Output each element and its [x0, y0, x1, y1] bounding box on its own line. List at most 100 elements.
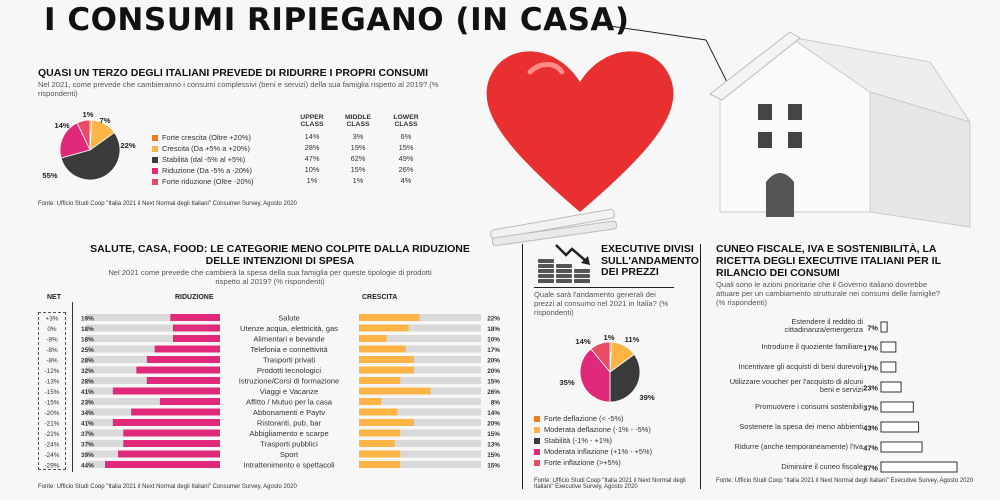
- section4-subtitle: Quali sono le azioni prioritarie che il …: [716, 280, 941, 308]
- legend-item: Forte riduzione (Oltre -20%): [152, 176, 297, 187]
- priority-bar: [880, 461, 958, 473]
- bar-track-right: [359, 345, 481, 353]
- net-value: -8%: [46, 337, 58, 344]
- col-header-crescita: CRESCITA: [362, 294, 398, 301]
- pie-value-label: 39%: [639, 393, 654, 402]
- priority-value: 7%: [867, 324, 878, 333]
- net-value: -21%: [45, 421, 60, 428]
- class-headers: UPPER CLASS MIDDLE CLASS LOWER CLASS: [290, 114, 430, 129]
- priority-label: Ridurre (anche temporaneamente) l'Iva: [734, 442, 863, 451]
- priority-value: 17%: [863, 364, 878, 373]
- category-label: Istruzione/Corsi di formazione: [239, 377, 339, 386]
- bar-crescita: [359, 408, 398, 416]
- crescita-value: 8%: [491, 400, 501, 407]
- legend-label: Moderata deflazione (-1% - -5%): [544, 425, 651, 434]
- coins-down-icon: [538, 244, 590, 283]
- class-header-lower: LOWER CLASS: [393, 114, 419, 129]
- separator-2: [700, 244, 701, 489]
- pie-slice: [579, 348, 611, 403]
- priority-label: Introdurre il quoziente familiare: [761, 342, 863, 351]
- pie-value-label: 1%: [604, 333, 615, 342]
- legend-swatch: [534, 459, 540, 466]
- pie-slice: [609, 353, 641, 403]
- category-label: Utenze acqua, elettricità, gas: [240, 324, 338, 333]
- class-table-cell: 4%: [400, 176, 412, 185]
- bar-crescita: [359, 356, 414, 363]
- class-table-cell: 3%: [352, 132, 364, 141]
- bar-track-right: [359, 356, 481, 363]
- legend-item: Stabilità (-1% - +1%): [534, 435, 699, 446]
- house-icon: [709, 32, 972, 228]
- net-value: -8%: [46, 358, 58, 365]
- bar-track-right: [359, 377, 481, 384]
- priority-bar: [880, 361, 897, 373]
- legend-label: Crescita (Da +5% a +20%): [162, 144, 250, 153]
- priority-bar: [880, 401, 914, 413]
- pie-value-label: 14%: [54, 121, 69, 130]
- riduzione-value: 18%: [81, 326, 94, 333]
- legend-swatch: [534, 426, 540, 433]
- pie-value-label: 14%: [575, 337, 590, 346]
- net-value: -15%: [45, 389, 60, 396]
- bar-track-right: [359, 314, 481, 321]
- priority-bar: [880, 381, 902, 393]
- crescita-value: 17%: [487, 347, 500, 354]
- section1-subtitle: Nel 2021, come prevede che cambieranno i…: [38, 80, 439, 99]
- crescita-value: 20%: [487, 421, 500, 428]
- bar-track-left: [86, 398, 220, 405]
- net-value: -8%: [46, 347, 58, 354]
- riduzione-value: 28%: [81, 358, 94, 365]
- section3-title-rule: [534, 287, 674, 288]
- bar-riduzione: [146, 356, 220, 363]
- class-header-middle: MIDDLE CLASS: [344, 114, 372, 129]
- bar-crescita: [359, 419, 414, 426]
- crescita-value: 26%: [487, 389, 500, 396]
- net-value: -20%: [45, 410, 60, 417]
- bar-riduzione: [172, 324, 220, 332]
- class-table-cell: 47%: [304, 154, 320, 163]
- bar-crescita: [359, 440, 395, 447]
- section3-subtitle: Quale sarà l'andamento generali dei prez…: [534, 290, 669, 318]
- priority-bar: [880, 441, 923, 453]
- bar-crescita: [359, 450, 401, 458]
- legend-item: Moderata inflazione (+1% - +5%): [534, 446, 699, 457]
- category-label: Affitto / Mutuo per la casa: [246, 398, 333, 407]
- net-divider: [72, 302, 73, 472]
- bar-riduzione: [146, 377, 220, 384]
- crescita-value: 15%: [487, 452, 500, 459]
- net-value: -13%: [45, 379, 60, 386]
- legend-swatch: [152, 178, 158, 185]
- riduzione-value: 41%: [81, 389, 94, 396]
- decorative-illustration: [486, 32, 972, 247]
- bar-riduzione: [105, 461, 220, 468]
- bar-riduzione: [159, 398, 220, 405]
- net-value: -29%: [45, 463, 60, 470]
- legend-label: Stabilità (dal -5% al +5%): [162, 155, 246, 164]
- bar-track-right: [359, 429, 481, 437]
- class-table-cell: 49%: [398, 154, 414, 163]
- legend-item: Forte deflazione (< -5%): [534, 413, 699, 424]
- bar-track-right: [359, 450, 481, 458]
- class-table-row: 28% 19% 15%: [290, 143, 430, 154]
- pie-value-label: 11%: [625, 335, 640, 344]
- priority-bar: [880, 421, 920, 433]
- bar-crescita: [359, 398, 381, 405]
- riduzione-value: 34%: [81, 410, 94, 417]
- class-table-cell: 6%: [400, 132, 412, 141]
- bar-track-right: [359, 335, 481, 342]
- legend-item: Riduzione (Da -5% a -20%): [152, 165, 297, 176]
- priority-label: Diminuire il cuneo fiscale: [781, 462, 863, 471]
- riduzione-value: 44%: [81, 463, 94, 470]
- section2-title: SALUTE, CASA, FOOD: LE CATEGORIE MENO CO…: [40, 243, 520, 267]
- category-label: Trasporti pubblici: [260, 440, 318, 449]
- legend-swatch: [152, 167, 158, 174]
- priority-labels: Estendere il reddito di cittadinanza/eme…: [700, 0, 1000, 500]
- category-label: Abbonamenti e Paytv: [253, 408, 325, 417]
- class-table: 14% 3% 6% 28% 19% 15% 47% 62% 49% 10% 15% 26% 1% 1% 4%: [290, 132, 430, 187]
- priority-label: Utilizzare voucher per l'acquisto di alc…: [729, 377, 863, 394]
- section2-title-line2: DELLE INTENZIONI DI SPESA: [205, 255, 355, 267]
- legend-item: Moderata deflazione (-1% - -5%): [534, 424, 699, 435]
- pie-slice: [60, 132, 121, 181]
- bar-riduzione: [172, 335, 220, 342]
